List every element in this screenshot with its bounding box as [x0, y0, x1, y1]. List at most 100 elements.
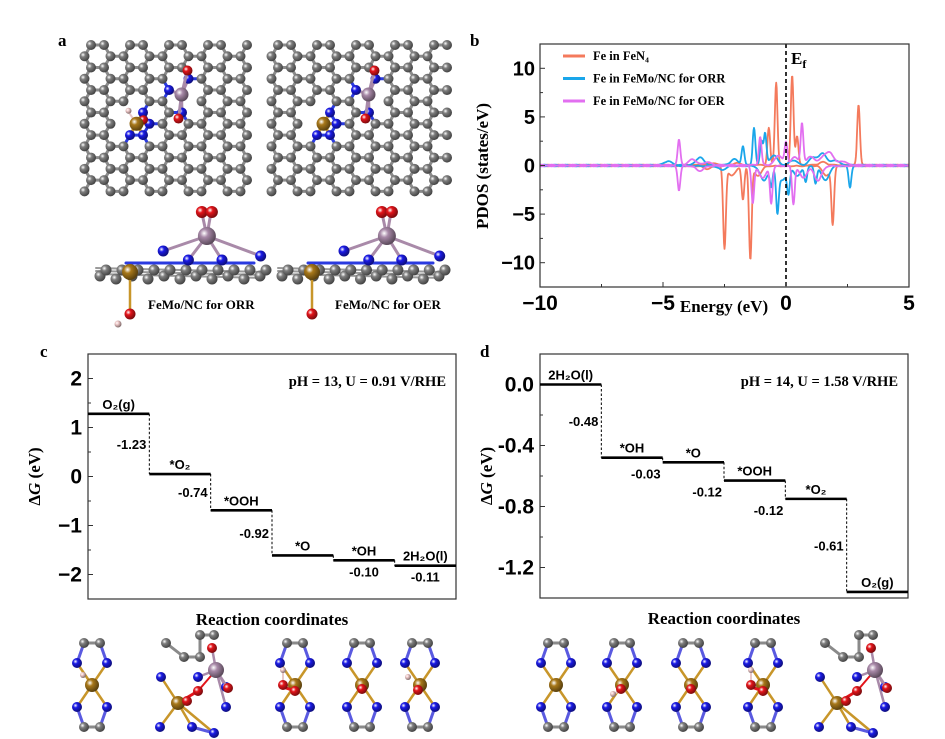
- carbon-atom: [100, 264, 112, 276]
- y-tick-label: 10: [513, 58, 535, 80]
- carbon-atom: [142, 273, 154, 285]
- carbon-atom: [678, 722, 688, 732]
- nitrogen-atom: [312, 130, 322, 141]
- carbon-atom: [325, 62, 335, 73]
- pdos-x-axis-label: Energy (eV): [680, 297, 768, 316]
- iron-atom: [549, 678, 563, 692]
- carbon-atom: [403, 175, 413, 186]
- energy-level-label: *O₂: [806, 482, 827, 497]
- carbon-atom: [266, 141, 277, 152]
- carbon-atom: [429, 130, 439, 141]
- carbon-atom: [228, 264, 240, 276]
- carbon-atom: [105, 96, 116, 107]
- y-tick-label: 0: [70, 466, 82, 489]
- panel-a-structures: [79, 40, 452, 328]
- x-tick-label: −10: [522, 292, 558, 315]
- nitrogen-atom: [701, 658, 711, 668]
- energy-step-value: -0.12: [754, 503, 784, 518]
- carbon-atom: [286, 107, 296, 118]
- carbon-atom: [222, 118, 233, 129]
- carbon-atom: [222, 186, 233, 197]
- energy-step-value: -0.10: [349, 564, 379, 579]
- nitrogen-atom: [305, 658, 315, 668]
- carbon-atom: [183, 163, 194, 174]
- energy-step-value: -0.12: [692, 485, 722, 500]
- hydrogen-atom: [280, 667, 286, 673]
- carbon-atom: [144, 163, 155, 174]
- carbon-atom: [86, 85, 96, 96]
- nitrogen-atom: [164, 85, 174, 96]
- nitrogen-atom: [305, 702, 315, 712]
- carbon-atom: [118, 96, 129, 107]
- carbon-atom: [161, 638, 171, 648]
- nitrogen-atom: [566, 658, 576, 668]
- carbon-atom: [422, 51, 433, 62]
- carbon-atom: [429, 152, 439, 163]
- carbon-atom: [282, 638, 292, 648]
- energy-level-label: O₂(g): [102, 397, 135, 412]
- hydrogen-atom: [610, 691, 616, 697]
- carbon-atom: [383, 141, 394, 152]
- carbon-atom: [292, 273, 304, 285]
- y-axis-label: ΔG (eV): [477, 447, 496, 505]
- carbon-atom: [678, 638, 688, 648]
- oxygen-atom: [182, 65, 193, 76]
- carbon-atom: [273, 130, 283, 141]
- carbon-atom: [157, 186, 168, 197]
- energy-step-value: -0.74: [178, 485, 208, 500]
- carbon-atom: [442, 175, 452, 186]
- y-tick-label: -1.2: [498, 557, 534, 580]
- y-tick-label: 1: [70, 417, 82, 440]
- nitrogen-atom: [773, 658, 783, 668]
- carbon-atom: [216, 62, 226, 73]
- energy-level-label: *O₂: [170, 457, 191, 472]
- carbon-atom: [242, 40, 252, 50]
- condition-annotation: pH = 13, U = 0.91 V/RHE: [289, 374, 446, 390]
- carbon-atom: [216, 152, 226, 163]
- carbon-atom: [609, 722, 619, 732]
- y-axis-label-part: G: [25, 482, 44, 495]
- y-tick-label: 2: [70, 368, 82, 391]
- y-tick-label: 0: [524, 156, 535, 178]
- carbon-atom: [559, 722, 569, 732]
- carbon-atom: [625, 722, 635, 732]
- carbon-atom: [203, 152, 213, 163]
- carbon-atom: [266, 118, 277, 129]
- carbon-atom: [242, 107, 252, 118]
- carbon-atom: [409, 51, 420, 62]
- carbon-atom: [164, 62, 174, 73]
- nitrogen-atom: [880, 702, 890, 712]
- oxygen-atom: [223, 683, 233, 693]
- nitrogen-atom: [566, 702, 576, 712]
- carbon-atom: [392, 264, 404, 276]
- carbon-atom: [292, 73, 303, 84]
- carbon-atom: [351, 152, 361, 163]
- carbon-atom: [144, 96, 155, 107]
- carbon-atom: [79, 722, 89, 732]
- carbon-atom: [364, 40, 374, 50]
- carbon-atom: [820, 638, 830, 648]
- pdos-y-axis-label: PDOS (states/eV): [473, 103, 492, 229]
- pdos-line-1-spin-up: [539, 127, 910, 167]
- carbon-atom: [331, 141, 342, 152]
- carbon-atom: [222, 141, 233, 152]
- carbon-atom: [105, 51, 116, 62]
- molybdenum-atom: [867, 662, 883, 678]
- carbon-atom: [110, 273, 122, 285]
- carbon-atom: [383, 118, 394, 129]
- nitrogen-atom: [434, 250, 446, 262]
- carbon-atom: [838, 652, 848, 662]
- carbon-atom: [177, 152, 187, 163]
- nitrogen-atom: [325, 130, 335, 141]
- carbon-atom: [409, 118, 420, 129]
- orr-free-energy-chart: 2 1 0 −1 −2 O₂(g) -1.23 *O₂ -0.74 *OOH -0.92 *O -0.1…: [25, 353, 457, 629]
- nitrogen-atom: [743, 702, 753, 712]
- nitrogen-atom: [602, 658, 612, 668]
- carbon-atom: [344, 118, 355, 129]
- energy-level-label: O₂(g): [861, 575, 894, 590]
- pdos-line-0-spin-down: [539, 164, 910, 260]
- oxygen-atom: [357, 684, 367, 694]
- carbon-atom: [364, 175, 374, 186]
- iron-atom: [85, 678, 99, 692]
- carbon-atom: [273, 175, 283, 186]
